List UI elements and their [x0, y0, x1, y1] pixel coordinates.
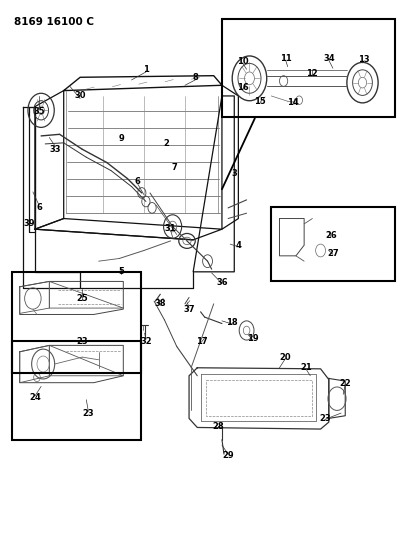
Text: 17: 17 — [196, 337, 207, 345]
Text: 27: 27 — [327, 249, 339, 257]
Text: 23: 23 — [76, 337, 88, 345]
Text: 1: 1 — [143, 65, 149, 74]
Text: 33: 33 — [50, 145, 61, 154]
Text: 23: 23 — [83, 409, 94, 417]
Bar — [271, 207, 395, 281]
Text: 32: 32 — [140, 337, 152, 345]
Text: 19: 19 — [247, 334, 259, 343]
Text: 29: 29 — [222, 451, 234, 460]
Text: 3: 3 — [231, 169, 237, 177]
Text: 28: 28 — [212, 422, 224, 431]
Bar — [222, 19, 395, 117]
Text: 21: 21 — [300, 364, 312, 372]
Text: 5: 5 — [118, 268, 124, 276]
Text: 24: 24 — [29, 393, 41, 401]
Text: 35: 35 — [33, 108, 45, 116]
Text: 36: 36 — [216, 278, 228, 287]
Text: 11: 11 — [280, 54, 291, 63]
Text: 12: 12 — [307, 69, 318, 78]
Text: 38: 38 — [155, 300, 166, 308]
Text: 8: 8 — [192, 73, 198, 82]
Text: 25: 25 — [76, 294, 88, 303]
Text: 14: 14 — [287, 98, 299, 107]
Text: 7: 7 — [172, 164, 178, 172]
Bar — [12, 272, 141, 373]
Text: 22: 22 — [339, 379, 351, 388]
Text: 8169 16100 C: 8169 16100 C — [14, 17, 95, 27]
Text: 4: 4 — [236, 241, 241, 249]
Text: 26: 26 — [325, 231, 337, 240]
Text: 23: 23 — [319, 414, 330, 423]
Text: 31: 31 — [165, 224, 176, 232]
Text: 15: 15 — [254, 97, 266, 106]
Text: 20: 20 — [280, 353, 291, 361]
Text: 39: 39 — [23, 220, 35, 228]
Text: 9: 9 — [118, 134, 124, 143]
Text: 30: 30 — [74, 92, 86, 100]
Text: 6: 6 — [135, 177, 141, 185]
Text: 18: 18 — [226, 318, 238, 327]
Text: 16: 16 — [237, 84, 248, 92]
Text: 37: 37 — [183, 305, 195, 313]
Text: 10: 10 — [237, 57, 248, 66]
Text: 34: 34 — [323, 54, 335, 63]
Text: 2: 2 — [164, 140, 169, 148]
Text: 6: 6 — [36, 204, 42, 212]
Bar — [12, 341, 141, 440]
Text: 13: 13 — [358, 55, 369, 64]
